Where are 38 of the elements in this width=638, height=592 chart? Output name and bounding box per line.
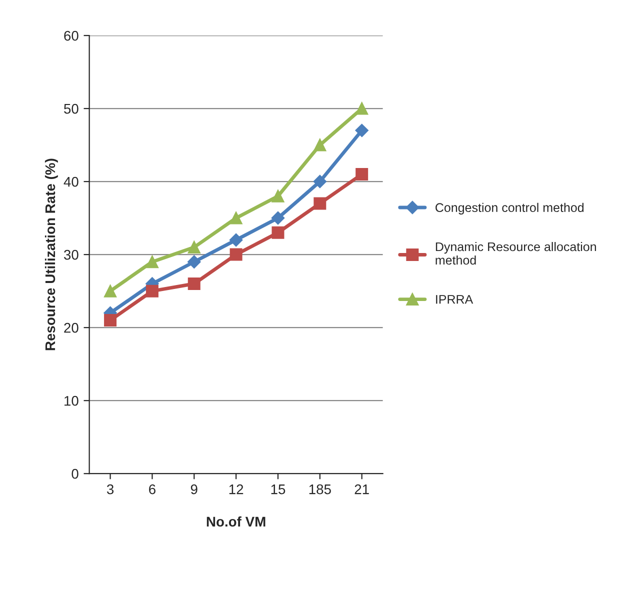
point (146, 256, 158, 268)
x-axis-title: No.of VM (206, 516, 266, 527)
point (271, 211, 285, 225)
point (230, 248, 242, 261)
x-tick-label: 9 (190, 484, 198, 494)
y-tick-label: 60 (64, 30, 78, 41)
point (230, 212, 242, 224)
point (313, 174, 326, 188)
point (355, 124, 368, 138)
point (314, 197, 326, 210)
point (146, 284, 158, 298)
point (272, 190, 284, 202)
point (188, 255, 201, 268)
y-axis-title: Resource Utilization Rate (%) (44, 158, 58, 350)
x-tick-label: 15 (271, 484, 286, 494)
point (188, 241, 200, 254)
y-tick-label: 30 (64, 250, 78, 260)
y-tick-label: 20 (64, 322, 78, 333)
point (356, 102, 368, 115)
point (104, 284, 117, 298)
point (272, 226, 284, 239)
y-tick-label: 0 (72, 468, 78, 479)
point (229, 233, 243, 247)
x-tick-label: 21 (354, 484, 369, 494)
point (188, 278, 200, 290)
y-tick-label: 10 (64, 396, 78, 406)
x-tick-label: 185 (309, 484, 331, 494)
x-tick-label: 6 (149, 484, 156, 494)
legend-label: Dynamic Resource allocation method (436, 242, 596, 265)
point (356, 168, 368, 180)
x-tick-label: 12 (229, 484, 244, 494)
point (104, 314, 117, 327)
y-tick-label: 40 (64, 176, 78, 187)
point (314, 138, 326, 152)
legend-label: IPRRA (436, 295, 474, 304)
legend-label: Congestion control method (436, 202, 584, 214)
y-tick-label: 50 (64, 104, 78, 114)
x-tick-label: 3 (106, 484, 114, 494)
